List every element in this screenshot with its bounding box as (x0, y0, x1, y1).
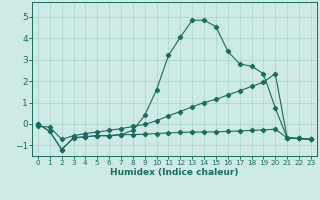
X-axis label: Humidex (Indice chaleur): Humidex (Indice chaleur) (110, 168, 239, 177)
